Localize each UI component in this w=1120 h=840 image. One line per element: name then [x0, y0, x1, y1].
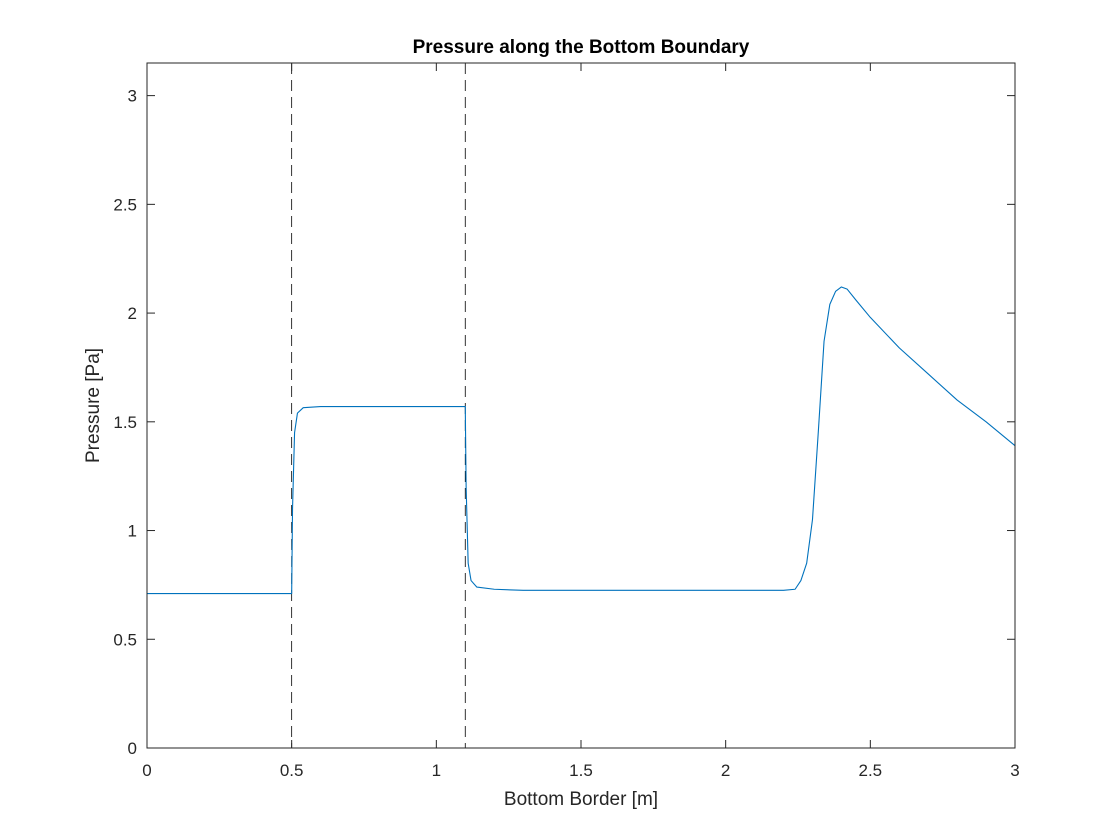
- y-tick-label: 2: [128, 304, 137, 323]
- x-axis-label: Bottom Border [m]: [504, 789, 658, 810]
- x-tick-label: 2: [721, 761, 730, 780]
- y-tick-label: 2.5: [113, 195, 137, 214]
- x-tick-label: 1.5: [569, 761, 593, 780]
- pressure-series-line: [147, 286, 1016, 595]
- x-tick-label: 2.5: [859, 761, 883, 780]
- y-tick-label: 1.5: [113, 413, 137, 432]
- chart-title: Pressure along the Bottom Boundary: [413, 37, 750, 58]
- y-tick-label: 0.5: [113, 630, 137, 649]
- y-tick-label: 1: [128, 522, 137, 541]
- series-group: [147, 286, 1016, 595]
- x-tick-label: 0: [142, 761, 151, 780]
- y-axis-label: Pressure [Pa]: [83, 348, 104, 463]
- x-tick-label: 3: [1010, 761, 1019, 780]
- reference-lines: [291, 63, 466, 748]
- plot-area: [147, 63, 1015, 748]
- y-axis: 0 0.5 1 1.5 2 2.5 3: [113, 87, 1015, 758]
- x-tick-label: 0.5: [280, 761, 304, 780]
- x-tick-label: 1: [432, 761, 441, 780]
- y-tick-label: 0: [128, 739, 137, 758]
- y-tick-label: 3: [128, 87, 137, 106]
- x-axis: 0 0.5 1 1.5 2 2.5 3: [142, 63, 1020, 780]
